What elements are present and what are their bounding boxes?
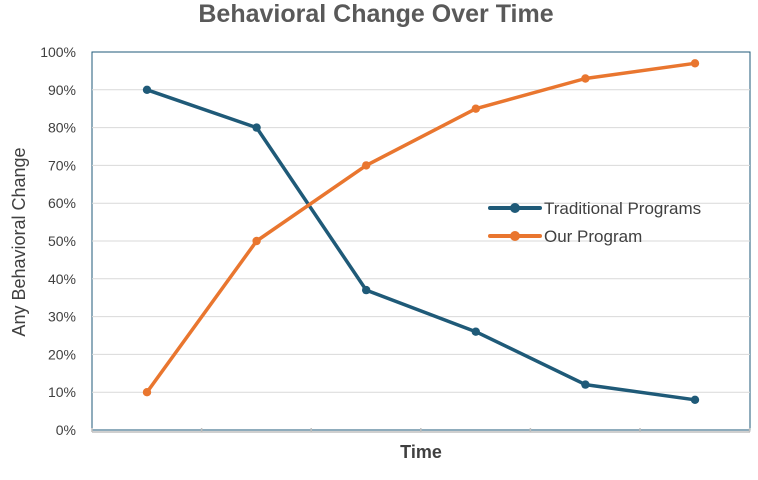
- series-line-our-program: [145, 61, 697, 394]
- y-tick-label: 40%: [48, 271, 76, 287]
- data-point-traditional-programs: [142, 85, 152, 95]
- y-tick-label: 20%: [48, 346, 76, 362]
- legend-item-traditional-programs: Traditional Programs: [488, 199, 701, 218]
- y-tick-label: 80%: [48, 120, 76, 136]
- legend-label: Our Program: [544, 227, 642, 246]
- y-tick-label: 50%: [48, 233, 76, 249]
- y-tick-label: 10%: [48, 384, 76, 400]
- series-line-traditional-programs: [145, 88, 697, 402]
- data-point-traditional-programs: [581, 380, 590, 389]
- chart-title: Behavioral Change Over Time: [198, 0, 553, 28]
- data-point-our-program: [142, 388, 152, 397]
- legend: Traditional Programs Our Program: [488, 199, 701, 246]
- y-axis-title: Any Behavioral Change: [9, 147, 29, 336]
- legend-swatch-marker: [510, 203, 520, 213]
- data-point-our-program: [581, 74, 590, 83]
- legend-swatch-marker: [510, 231, 520, 241]
- legend-label: Traditional Programs: [544, 199, 701, 218]
- legend-item-our-program: Our Program: [488, 227, 642, 246]
- y-tick-label: 60%: [48, 195, 76, 211]
- data-point-our-program: [252, 236, 261, 246]
- axes: 0% 10% 20% 30% 40% 50% 60% 70% 80% 90% 100%: [40, 44, 751, 438]
- y-tick-label: 30%: [48, 309, 76, 325]
- gridlines: [91, 51, 751, 431]
- series-lines: [142, 59, 700, 404]
- data-point-traditional-programs: [252, 123, 261, 132]
- data-point-our-program: [690, 59, 700, 68]
- y-tick-label: 90%: [48, 82, 76, 98]
- data-point-traditional-programs: [690, 395, 700, 404]
- y-tick-label: 100%: [40, 44, 76, 60]
- y-tick-label: 70%: [48, 157, 76, 173]
- data-point-traditional-programs: [362, 285, 371, 295]
- x-axis-title: Time: [400, 442, 442, 462]
- data-point-traditional-programs: [471, 327, 480, 336]
- data-point-our-program: [362, 161, 371, 170]
- y-tick-label: 0%: [56, 422, 76, 438]
- data-point-our-program: [471, 104, 480, 113]
